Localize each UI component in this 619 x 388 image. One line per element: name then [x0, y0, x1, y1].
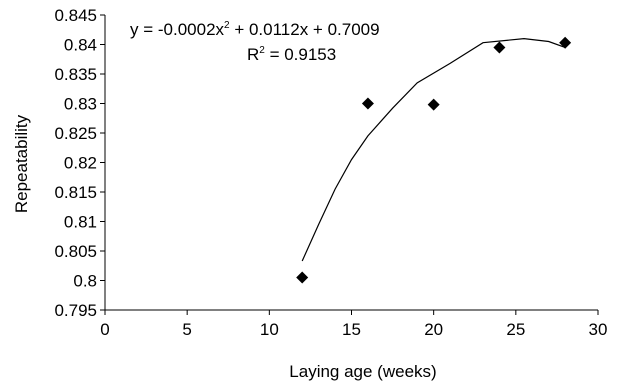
x-tick-label: 15 [342, 320, 361, 339]
axes-group: 0.795 0.8 0.805 0.81 0.815 0.82 0.825 0.83 0.835… [54, 6, 607, 339]
trendline-equation-group: y = -0.0002x2 + 0.0112x + 0.7009 R2 = 0.… [130, 20, 380, 64]
equation-tail: + 0.0112x + 0.7009 [230, 20, 380, 39]
x-tick-label: 5 [182, 320, 191, 339]
y-tick-label: 0.845 [54, 6, 97, 25]
data-point-diamond [361, 97, 374, 110]
y-tick-label: 0.805 [54, 242, 97, 261]
y-tick-label: 0.815 [54, 183, 97, 202]
y-axis-title: Repeatability [12, 114, 31, 213]
data-point-diamond [296, 271, 309, 284]
trendline-equation: y = -0.0002x2 + 0.0112x + 0.7009 [130, 20, 380, 39]
r2-superscript: 2 [259, 45, 265, 56]
x-tick-label: 30 [589, 320, 608, 339]
r-squared: R2 = 0.9153 [247, 45, 336, 64]
r2-tail: = 0.9153 [265, 45, 336, 64]
y-tick-label: 0.825 [54, 124, 97, 143]
y-tick-label: 0.82 [64, 154, 97, 173]
y-tick-label: 0.83 [64, 95, 97, 114]
data-point-diamond [493, 41, 506, 54]
y-tick-label: 0.835 [54, 65, 97, 84]
x-tick-label: 10 [260, 320, 279, 339]
x-tick-label: 25 [506, 320, 525, 339]
polynomial-trendline [301, 37, 566, 262]
data-point-diamond [559, 36, 572, 49]
x-tick-label: 20 [424, 320, 443, 339]
equation-superscript: 2 [224, 20, 230, 31]
x-axis-title: Laying age (weeks) [289, 362, 436, 381]
y-tick-label: 0.81 [64, 213, 97, 232]
y-tick-label: 0.8 [73, 272, 97, 291]
y-tick-label: 0.795 [54, 301, 97, 320]
data-point-diamond [427, 98, 440, 111]
x-tick-label: 0 [100, 320, 109, 339]
equation-text: y = -0.0002x [130, 20, 225, 39]
r2-prefix: R [247, 45, 259, 64]
data-points-group [296, 36, 572, 284]
y-tick-label: 0.84 [64, 36, 97, 55]
